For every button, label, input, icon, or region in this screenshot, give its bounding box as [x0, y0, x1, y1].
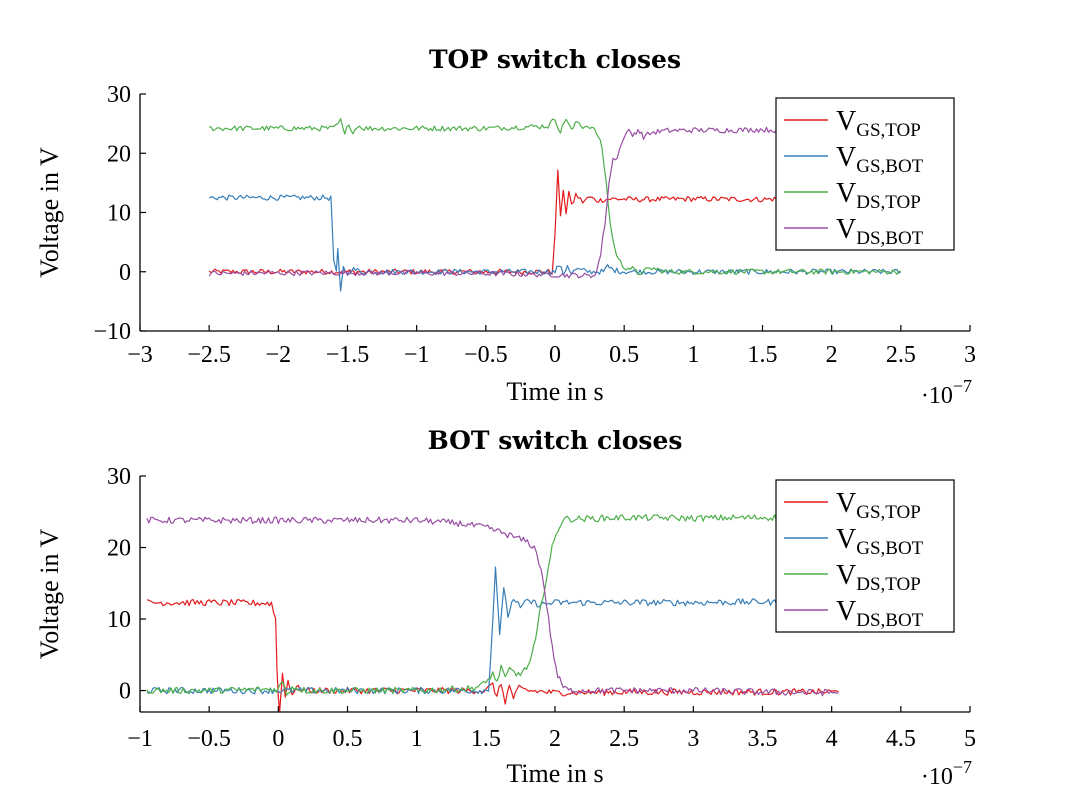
y-tick-label: 0 — [119, 679, 131, 705]
x-tick-label: −2.5 — [187, 342, 231, 368]
y-tick-label: 30 — [107, 82, 131, 108]
x-axis-label: Time in s — [506, 377, 603, 406]
series-line-gs-bot — [208, 194, 902, 292]
legend-box — [775, 479, 955, 633]
series-line-gs-top — [146, 598, 839, 712]
series-line-gs-bot — [146, 566, 777, 695]
legend-entry-subscript: DS,BOT — [856, 228, 923, 249]
x-axis-multiplier: ·10−7 — [921, 376, 972, 409]
series-line-ds-top — [146, 513, 839, 696]
x-tick-label: 1.5 — [471, 726, 501, 752]
legend-entry-symbol: V — [836, 596, 856, 627]
legend-entry-subscript: GS,BOT — [856, 538, 923, 559]
y-tick-label: −10 — [93, 319, 131, 345]
x-tick-label: 0.5 — [609, 342, 639, 368]
legend-entry-symbol: V — [836, 524, 856, 555]
y-tick-label: 20 — [107, 536, 131, 562]
series-line-ds-bot — [208, 126, 777, 279]
legend-entry: VGS,TOP — [836, 106, 921, 141]
legend-entry-subscript: DS,TOP — [856, 192, 921, 213]
series-line-ds-bot — [146, 516, 839, 697]
x-tick-label: 2 — [826, 342, 838, 368]
x-axis-label: Time in s — [506, 759, 603, 788]
x-tick-label: 0 — [272, 726, 284, 752]
y-axis-label: Voltage in V — [35, 529, 64, 660]
x-multiplier-base: ·10 — [921, 383, 953, 409]
legend-entry-subscript: DS,BOT — [856, 610, 923, 631]
x-tick-label: 2 — [549, 726, 561, 752]
legend-entry: VGS,BOT — [836, 142, 924, 177]
chart-bot-switch: BOT switch closes −1 −0.5 0 0.5 1 1.5 2 2.5 3 3.5 4… — [35, 426, 976, 790]
chart-title: TOP switch closes — [429, 45, 681, 74]
legend-entry-symbol: V — [836, 178, 856, 209]
x-tick-label: 4 — [826, 726, 838, 752]
legend-entry-subscript: GS,TOP — [856, 120, 921, 141]
series-line-gs-top — [208, 169, 777, 275]
legend-entry: VGS,BOT — [836, 524, 924, 559]
legend-entry: VDS,BOT — [836, 596, 924, 631]
x-tick-label: 3 — [687, 726, 699, 752]
x-tick-label: −3 — [127, 342, 153, 368]
x-tick-label: 0.5 — [333, 726, 363, 752]
legend-entry-subscript: GS,TOP — [856, 502, 921, 523]
x-tick-label: −0.5 — [464, 342, 508, 368]
x-tick-label: −1 — [127, 726, 153, 752]
x-tick-label: −1.5 — [326, 342, 370, 368]
y-tick-label: 10 — [107, 607, 131, 633]
x-tick-label: 3.5 — [748, 726, 778, 752]
x-axis-multiplier: ·10−7 — [921, 757, 972, 790]
legend-entry-symbol: V — [836, 560, 856, 591]
legend-entry: VGS,TOP — [836, 488, 921, 523]
y-axis-label: Voltage in V — [35, 147, 64, 278]
x-multiplier-base: ·10 — [921, 764, 953, 790]
x-multiplier-exponent: −7 — [953, 757, 972, 777]
legend-entry-subscript: DS,TOP — [856, 574, 921, 595]
legend-entry-symbol: V — [836, 106, 856, 137]
x-tick-label: −2 — [266, 342, 292, 368]
y-tick-label: 30 — [107, 464, 131, 490]
x-tick-label: 1 — [687, 342, 699, 368]
legend-entry-subscript: GS,BOT — [856, 156, 923, 177]
x-tick-label: 5 — [964, 726, 976, 752]
series-line-ds-top — [209, 118, 901, 276]
x-tick-label: 1.5 — [748, 342, 778, 368]
x-tick-label: 0 — [549, 342, 561, 368]
legend-entry: VDS,TOP — [836, 560, 921, 595]
x-tick-label: 2.5 — [609, 726, 639, 752]
x-tick-label: 1 — [411, 726, 423, 752]
legend-box — [775, 97, 955, 251]
x-tick-label: 3 — [964, 342, 976, 368]
legend-entry: VDS,TOP — [836, 178, 921, 213]
legend-entry-symbol: V — [836, 214, 856, 245]
y-tick-label: 20 — [107, 141, 131, 167]
x-tick-label: 2.5 — [886, 342, 916, 368]
x-tick-label: 4.5 — [886, 726, 916, 752]
chart-top-switch: TOP switch closes −3 −2.5 −2 −1.5 −1 −0.5 0 0.5 1… — [35, 45, 976, 409]
y-tick-label: 0 — [119, 260, 131, 286]
legend-entry: VDS,BOT — [836, 214, 924, 249]
legend-entry-symbol: V — [836, 488, 856, 519]
chart-title: BOT switch closes — [428, 426, 683, 455]
x-tick-label: −0.5 — [187, 726, 231, 752]
x-multiplier-exponent: −7 — [953, 376, 972, 396]
y-tick-label: 10 — [107, 201, 131, 227]
x-tick-label: −1 — [404, 342, 430, 368]
legend-entry-symbol: V — [836, 142, 856, 173]
